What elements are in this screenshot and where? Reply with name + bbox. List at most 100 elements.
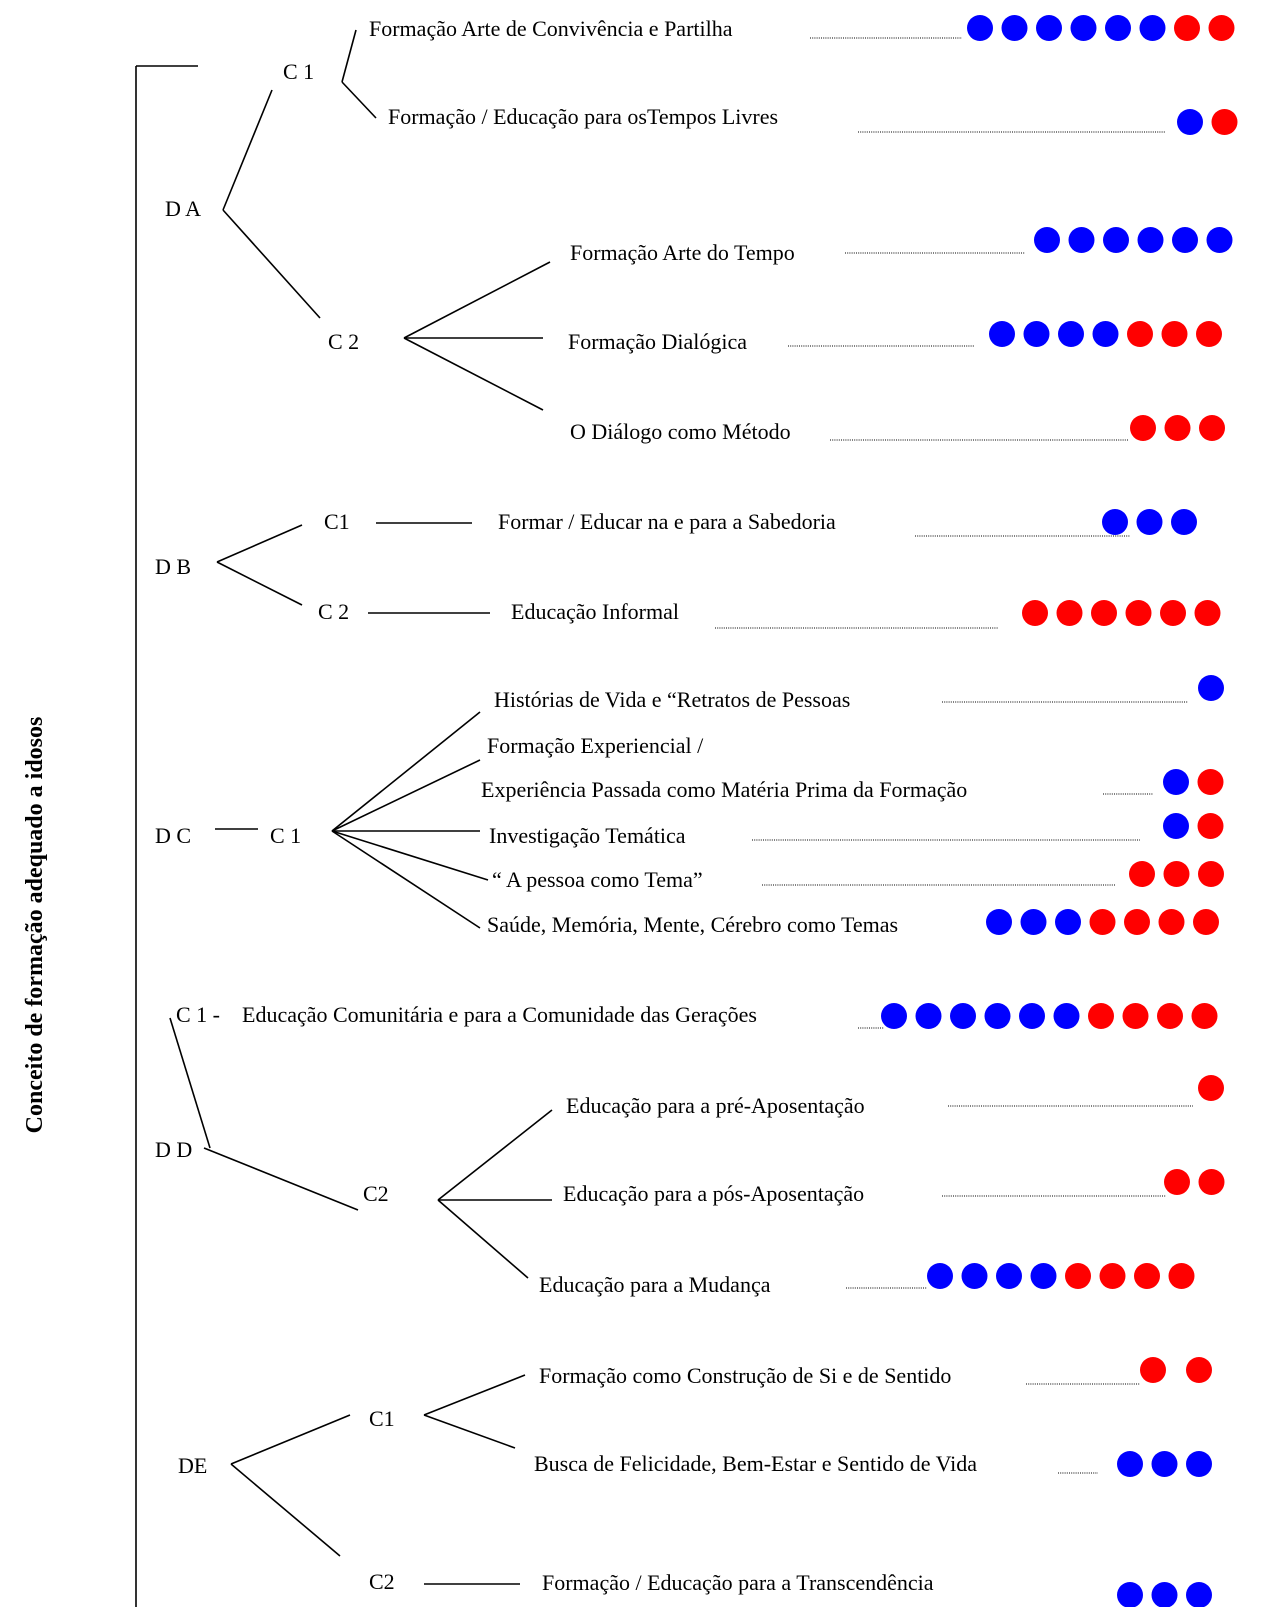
red-dot [1130,415,1156,441]
dot-group [1129,861,1224,887]
red-dot [1191,1003,1218,1029]
blue-dot [1117,1582,1143,1607]
branch-lines [222,29,551,411]
blue-dot [1136,509,1163,535]
red-dot [1197,813,1224,839]
red-dot [1196,321,1222,347]
dimension-db: D B C1 C 2 Formar / Educar na e para a S… [155,509,1221,629]
item-label: Educação para a pré-Aposentação [566,1093,865,1118]
item-label: Educação Comunitária e para a Comunidade… [242,1002,757,1027]
red-dot [1164,1169,1190,1195]
dot-group [1198,675,1224,701]
dot-group [1102,509,1197,535]
dimension-da: D A C 1 C 2 Formação Arte de Convivência… [165,15,1238,444]
dimension-label: D C [155,823,191,848]
category-label: C 2 [318,599,349,624]
red-dot [1198,861,1224,887]
dot-group [1140,1357,1212,1383]
item-label: Formar / Educar na e para a Sabedoria [498,509,836,534]
item-label: Educação para a pós-Aposentação [563,1181,864,1206]
red-dot [1122,1003,1149,1029]
blue-dot [1092,321,1119,347]
dot-group [1117,1451,1212,1477]
red-dot [1134,1263,1160,1289]
red-dot [1211,109,1238,135]
blue-dot [1117,1451,1143,1477]
dimension-label: D B [155,554,191,579]
blue-dot [1058,321,1084,347]
blue-dot [1177,109,1203,135]
blue-dot [1137,227,1164,253]
blue-dot [1139,15,1166,41]
red-dot [1197,769,1224,795]
red-dot [1174,15,1200,41]
item-label: O Diálogo como Método [570,419,791,444]
blue-dot [984,1003,1011,1029]
dot-group [1164,1169,1225,1195]
item-label: Formação / Educação para osTempos Livres [388,104,778,129]
item-label: Formação Arte do Tempo [570,240,795,265]
dot-group [1130,415,1225,441]
dot-group [1163,813,1224,839]
blue-dot [1001,15,1028,41]
item-label: Formação Arte de Convivência e Partilha [369,16,733,41]
item-label: Formação Dialógica [568,329,747,354]
red-dot [1124,909,1150,935]
red-dot [1127,321,1153,347]
red-dot [1129,861,1155,887]
dimension-label: DE [178,1453,207,1478]
category-label: C1 [369,1406,395,1431]
branch-lines [230,1374,526,1585]
dimension-label: D D [155,1137,192,1162]
blue-dot [1055,909,1081,935]
category-label: C 1 - [176,1002,220,1027]
red-dot [1160,600,1186,626]
red-dot [1199,415,1225,441]
blue-dot [927,1263,953,1289]
red-dot [1193,909,1219,935]
dimension-dc: D C C 1 Histórias de Vida e “Retratos de… [155,675,1224,937]
blue-dot [996,1263,1022,1289]
red-dot [1022,600,1048,626]
category-label: C 1 [270,823,301,848]
item-label: Investigação Temática [489,823,686,848]
dot-group [1198,1075,1224,1101]
blue-dot [881,1003,907,1029]
blue-dot [1070,15,1097,41]
blue-dot [1151,1451,1178,1477]
dot-group [1117,1582,1212,1607]
red-dot [1168,1263,1195,1289]
blue-dot [1020,909,1047,935]
blue-dot [989,321,1015,347]
red-dot [1164,415,1191,441]
blue-dot [950,1003,976,1029]
dot-group [1163,769,1224,795]
dot-group [1177,109,1238,135]
red-dot [1140,1357,1166,1383]
blue-dot [1102,509,1128,535]
dot-group [927,1263,1195,1289]
red-dot [1157,1003,1183,1029]
dot-group [1034,227,1233,253]
red-dot [1088,1003,1114,1029]
blue-dot [915,1003,942,1029]
red-dot [1099,1263,1126,1289]
blue-dot [1186,1582,1212,1607]
blue-dot [1023,321,1050,347]
blue-dot [1172,227,1198,253]
item-label: Educação para a Mudança [539,1272,771,1297]
dot-group [881,1003,1218,1029]
dot-group [1022,600,1221,626]
branch-lines [169,1017,553,1279]
blue-dot [967,15,993,41]
red-dot [1186,1357,1212,1383]
dimension-dd: C 1 - Educação Comunitária e para a Comu… [155,1002,1225,1297]
item-label: Formação Experiencial / [487,733,704,758]
blue-dot [1030,1263,1057,1289]
blue-dot [1198,675,1224,701]
item-label: Busca de Felicidade, Bem-Estar e Sentido… [534,1451,977,1476]
red-dot [1208,15,1235,41]
category-label: C2 [369,1569,395,1594]
item-label: Histórias de Vida e “Retratos de Pessoas [494,687,850,712]
